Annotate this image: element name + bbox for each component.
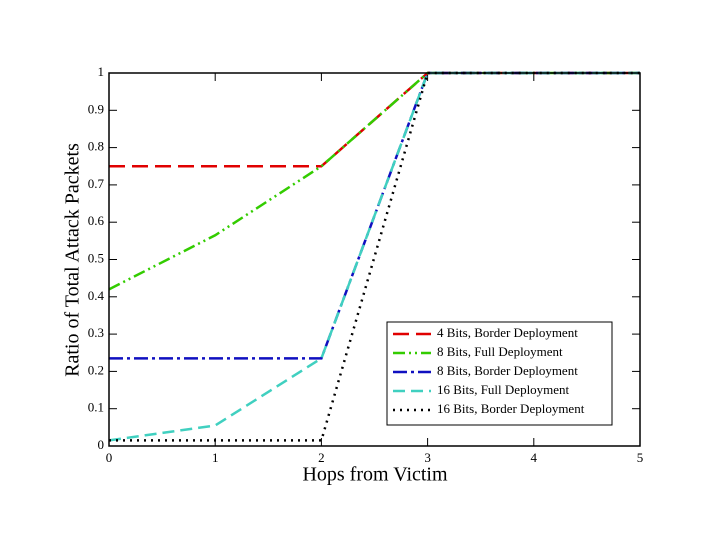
y-tick-label: 0.6 (88, 213, 105, 228)
x-tick-label: 4 (531, 450, 538, 465)
x-axis-label: Hops from Victim (302, 464, 448, 486)
x-tick-label: 1 (212, 450, 219, 465)
y-tick-label: 0.3 (88, 325, 104, 340)
plot-frame (108, 72, 641, 447)
y-tick-label: 0.7 (88, 176, 105, 191)
y-axis-label: Ratio of Total Attack Packets (62, 143, 84, 377)
y-tick-label: 0.9 (88, 101, 104, 116)
y-tick-label: 0.8 (88, 139, 104, 154)
y-tick-label: 1 (98, 64, 105, 79)
legend-box (386, 321, 613, 426)
y-tick-label: 0.1 (88, 400, 104, 415)
series-line (108, 71, 640, 442)
series-line (108, 71, 640, 291)
x-tick-label: 3 (424, 450, 431, 465)
y-tick-label: 0.5 (88, 250, 104, 265)
x-tick-label: 5 (637, 450, 644, 465)
y-tick-label: 0 (98, 437, 105, 452)
x-tick-label: 2 (318, 450, 325, 465)
legend-label: 8 Bits, Full Deployment (437, 344, 563, 359)
y-tick-label: 0.2 (88, 362, 104, 377)
y-tick-label: 0.4 (88, 288, 105, 303)
x-tick-label: 0 (106, 450, 113, 465)
legend-label: 16 Bits, Border Deployment (437, 401, 585, 416)
legend-label: 16 Bits, Full Deployment (437, 382, 570, 397)
legend-label: 8 Bits, Border Deployment (437, 363, 578, 378)
legend-label: 4 Bits, Border Deployment (437, 325, 578, 340)
series-line (109, 71, 640, 360)
